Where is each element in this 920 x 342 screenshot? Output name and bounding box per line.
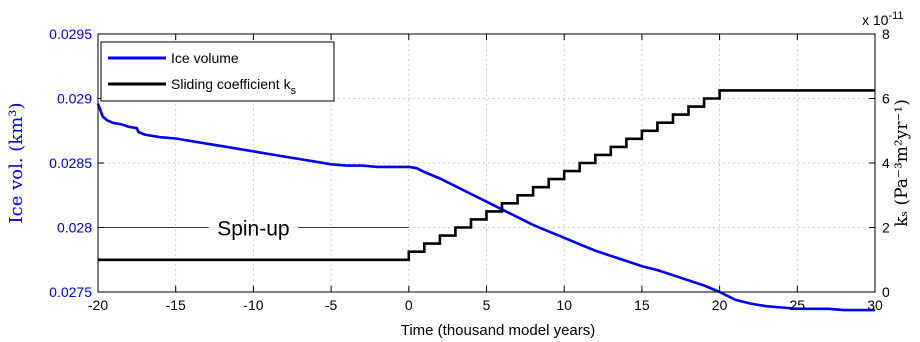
multiplier-exponent: -11 xyxy=(888,10,903,22)
spin-up-annotation: Spin-up xyxy=(98,218,409,241)
x-axis-label: Time (thousand model years) xyxy=(401,322,596,339)
right-axis-multiplier: x 10-11 xyxy=(862,10,904,28)
x-tick-label: 25 xyxy=(790,297,806,313)
y-right-tick-label: 6 xyxy=(882,91,890,107)
y-axis-left-label: Ice vol. (km³) xyxy=(6,102,27,223)
x-tick-label: -15 xyxy=(166,297,186,313)
legend-label-sliding-main: Sliding coefficient k xyxy=(171,76,292,92)
y-right-tick-label: 8 xyxy=(882,26,890,42)
x-tick-label: 0 xyxy=(405,297,413,313)
y-left-tick-label: 0.029 xyxy=(57,91,92,107)
series-layer xyxy=(98,90,875,310)
legend-label-ice-volume: Ice volume xyxy=(171,50,239,66)
x-tick-label: 20 xyxy=(712,297,728,313)
x-tick-label: -5 xyxy=(325,297,338,313)
multiplier-base: x 10 xyxy=(862,12,889,28)
y-right-tick-label: 2 xyxy=(882,220,890,236)
y-axis-right: 0 2 4 6 8 xyxy=(869,26,890,300)
y-left-tick-label: 0.028 xyxy=(57,220,92,236)
y-left-tick-label: 0.0295 xyxy=(49,26,92,42)
y-axis-left: 0.0275 0.028 0.0285 0.029 0.0295 xyxy=(49,26,104,300)
y-left-tick-label: 0.0275 xyxy=(49,284,92,300)
x-tick-label: 15 xyxy=(634,297,650,313)
legend: Ice volume Sliding coefficient ks xyxy=(101,42,334,101)
x-tick-label: 5 xyxy=(483,297,491,313)
y-right-tick-label: 4 xyxy=(882,155,890,171)
y-right-tick-label: 0 xyxy=(882,284,890,300)
x-tick-label: 30 xyxy=(867,297,883,313)
y-left-tick-label: 0.0285 xyxy=(49,155,92,171)
legend-label-sliding-subscript: s xyxy=(291,85,297,97)
x-tick-label: -10 xyxy=(243,297,263,313)
spin-up-label: Spin-up xyxy=(217,218,289,241)
x-tick-label: 10 xyxy=(556,297,572,313)
y-axis-right-label: kₛ (Pa⁻³m²yr⁻¹) xyxy=(892,99,912,227)
